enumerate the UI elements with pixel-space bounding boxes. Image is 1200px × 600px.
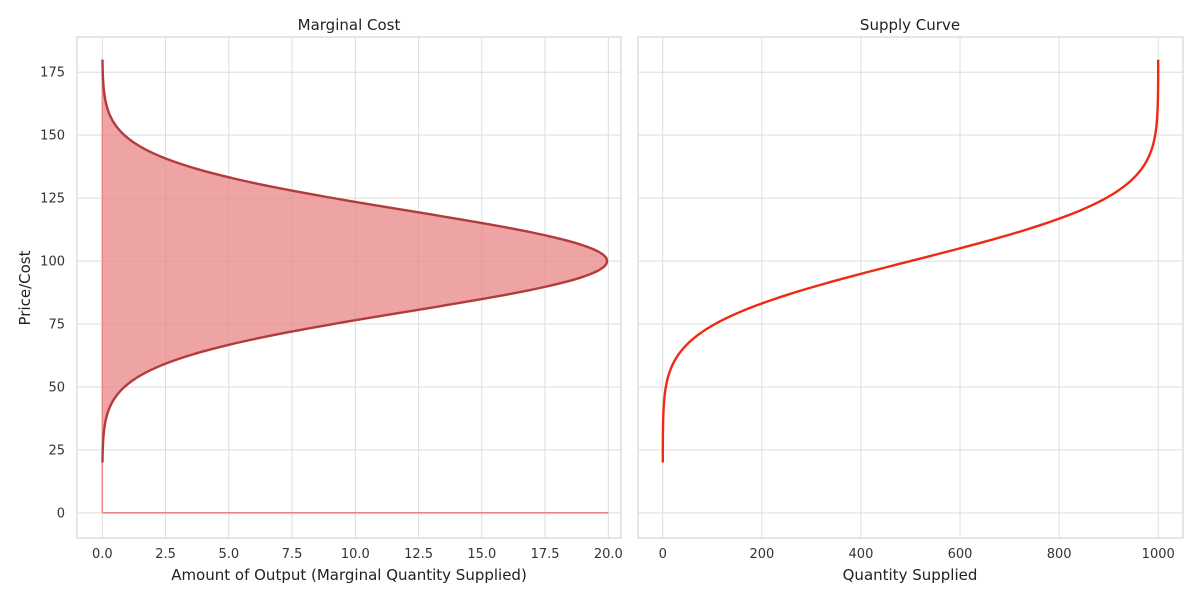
y-tick-label: 75 [48, 318, 65, 333]
y-tick-label: 125 [40, 192, 65, 207]
left-y-ticks: 0 25 50 75 100 125 150 175 [40, 66, 65, 522]
y-tick-label: 100 [40, 255, 65, 270]
y-tick-label: 150 [40, 129, 65, 144]
left-x-tick-label: 2.5 [155, 547, 176, 562]
right-x-tick-label: 800 [1047, 547, 1072, 562]
right-x-tick-label: 1000 [1142, 547, 1175, 562]
right-x-tick-label: 400 [849, 547, 874, 562]
right-x-tick-label: 0 [659, 547, 667, 562]
left-x-ticks: 0.0 2.5 5.0 7.5 10.0 12.5 15.0 17.5 20.0 [92, 547, 623, 562]
y-tick-label: 0 [57, 506, 65, 521]
left-x-tick-label: 12.5 [404, 547, 433, 562]
left-x-tick-label: 7.5 [282, 547, 303, 562]
left-x-tick-label: 17.5 [531, 547, 560, 562]
left-x-tick-label: 0.0 [92, 547, 113, 562]
left-x-tick-label: 15.0 [467, 547, 496, 562]
left-panel-title: Marginal Cost [298, 16, 401, 34]
right-x-tick-label: 200 [749, 547, 774, 562]
left-x-tick-label: 20.0 [594, 547, 623, 562]
right-panel-title: Supply Curve [860, 16, 960, 34]
y-tick-label: 50 [48, 380, 65, 395]
supply-curve-line [661, 59, 1160, 463]
left-x-tick-label: 10.0 [341, 547, 370, 562]
right-x-axis-label: Quantity Supplied [843, 566, 978, 584]
supply-curve-panel: 0 200 400 600 800 1000 Supply Curve Quantity … [637, 16, 1184, 584]
y-axis-label: Price/Cost [16, 250, 34, 325]
y-tick-label: 175 [40, 66, 65, 81]
right-grid [638, 37, 1183, 538]
marginal-cost-curve [101, 59, 609, 463]
marginal-cost-fill [102, 59, 608, 463]
right-x-tick-label: 600 [948, 547, 973, 562]
left-x-axis-label: Amount of Output (Marginal Quantity Supp… [171, 566, 527, 584]
right-plot-frame [637, 36, 1184, 539]
y-tick-label: 25 [48, 443, 65, 458]
right-x-ticks: 0 200 400 600 800 1000 [659, 547, 1175, 562]
marginal-cost-panel: 0.0 2.5 5.0 7.5 10.0 12.5 15.0 17.5 20.0 0 25 50 75… [16, 16, 623, 584]
left-x-tick-label: 5.0 [218, 547, 239, 562]
